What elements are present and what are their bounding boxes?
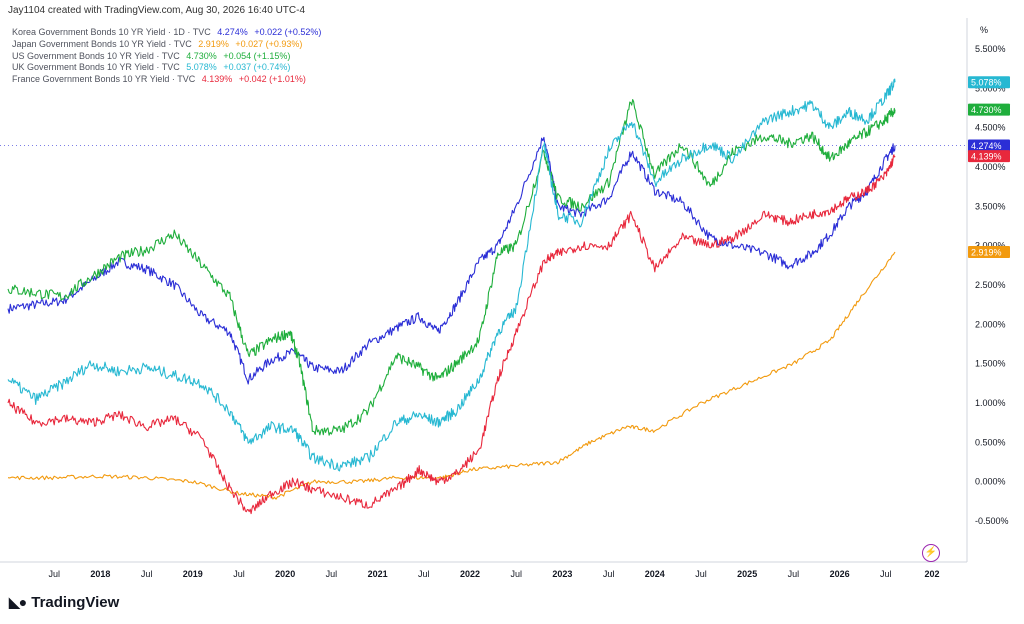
legend-series-change: +0.042 (+1.01%) bbox=[238, 74, 306, 85]
legend-item-france[interactable]: France Government Bonds 10 YR Yield · TV… bbox=[12, 74, 325, 86]
y-tick-label: 2.000% bbox=[975, 319, 1006, 329]
last-value-label: 5.078% bbox=[971, 78, 1002, 88]
last-value-badge bbox=[968, 150, 1010, 163]
tradingview-logo-icon: ◣● bbox=[9, 594, 27, 610]
x-tick-label: 2018 bbox=[90, 569, 110, 579]
last-value-label: 2.919% bbox=[971, 248, 1002, 258]
series-line bbox=[7, 136, 896, 385]
y-tick-label: 3.500% bbox=[975, 201, 1006, 211]
y-tick-label: 5.000% bbox=[975, 83, 1006, 93]
legend-series-value: 4.274% bbox=[217, 27, 248, 37]
x-tick-label: 2020 bbox=[275, 569, 295, 579]
x-tick-label: Jul bbox=[510, 569, 522, 579]
y-tick-label: 5.500% bbox=[975, 44, 1006, 54]
x-tick-label: 2021 bbox=[368, 569, 388, 579]
legend-series-name: France Government Bonds 10 YR Yield · TV… bbox=[12, 74, 196, 85]
legend-series-name: US Government Bonds 10 YR Yield · TVC bbox=[12, 50, 180, 61]
legend: Korea Government Bonds 10 YR Yield · 1D … bbox=[12, 27, 325, 86]
legend-item-japan[interactable]: Japan Government Bonds 10 YR Yield · TVC… bbox=[12, 39, 325, 51]
x-tick-label: 2019 bbox=[183, 569, 203, 579]
y-tick-label: 3.000% bbox=[975, 241, 1006, 251]
x-tick-label: Jul bbox=[418, 569, 430, 579]
legend-series-change: +0.037 (+0.74%) bbox=[223, 62, 291, 73]
attribution-text: Jay1104 created with TradingView.com, Au… bbox=[8, 5, 306, 16]
series-line bbox=[7, 154, 896, 515]
x-tick-label: 2024 bbox=[645, 569, 665, 579]
y-tick-label: 1.500% bbox=[975, 359, 1006, 369]
y-tick-label: 4.000% bbox=[975, 162, 1006, 172]
x-tick-label: 202 bbox=[924, 569, 939, 579]
legend-series-name: Korea Government Bonds 10 YR Yield · 1D … bbox=[12, 27, 211, 37]
legend-series-name: Japan Government Bonds 10 YR Yield · TVC bbox=[12, 38, 192, 49]
last-value-label: 4.730% bbox=[971, 105, 1002, 115]
x-tick-label: 2023 bbox=[552, 569, 572, 579]
x-tick-label: Jul bbox=[48, 569, 60, 579]
legend-item-us[interactable]: US Government Bonds 10 YR Yield · TVC 4.… bbox=[12, 51, 325, 63]
legend-series-change: +0.022 (+0.52%) bbox=[254, 27, 322, 37]
brand-text: TradingView bbox=[31, 594, 120, 611]
x-tick-label: Jul bbox=[326, 569, 338, 579]
y-tick-label: 1.000% bbox=[975, 398, 1006, 408]
last-value-label: 4.139% bbox=[971, 152, 1002, 162]
x-tick-label: Jul bbox=[788, 569, 800, 579]
y-tick-label: -0.500% bbox=[975, 516, 1009, 526]
legend-series-value: 2.919% bbox=[198, 38, 229, 49]
series-line bbox=[7, 99, 896, 436]
x-tick-label: Jul bbox=[695, 569, 707, 579]
y-tick-label: 0.000% bbox=[975, 477, 1006, 487]
legend-series-value: 5.078% bbox=[186, 62, 217, 73]
x-tick-label: Jul bbox=[880, 569, 892, 579]
y-axis-unit: % bbox=[980, 25, 988, 35]
legend-item-korea[interactable]: Korea Government Bonds 10 YR Yield · 1D … bbox=[12, 27, 325, 39]
flash-icon[interactable]: ⚡ bbox=[922, 544, 940, 562]
y-tick-label: 0.500% bbox=[975, 437, 1006, 447]
x-tick-label: Jul bbox=[141, 569, 153, 579]
last-value-label: 4.274% bbox=[971, 141, 1002, 151]
last-value-badge bbox=[968, 246, 1010, 259]
x-tick-label: Jul bbox=[603, 569, 615, 579]
legend-series-name: UK Government Bonds 10 YR Yield · TVC bbox=[12, 62, 180, 73]
x-tick-label: 2022 bbox=[460, 569, 480, 579]
legend-series-change: +0.054 (+1.15%) bbox=[223, 50, 291, 61]
series-line bbox=[7, 78, 896, 472]
series-line bbox=[7, 251, 896, 500]
y-tick-label: 2.500% bbox=[975, 280, 1006, 290]
y-tick-label: 4.500% bbox=[975, 123, 1006, 133]
legend-series-value: 4.139% bbox=[201, 74, 233, 85]
x-tick-label: 2026 bbox=[830, 569, 850, 579]
x-tick-label: Jul bbox=[233, 569, 245, 579]
legend-series-value: 4.730% bbox=[186, 50, 217, 61]
last-value-badge bbox=[968, 103, 1010, 116]
legend-item-uk[interactable]: UK Government Bonds 10 YR Yield · TVC 5.… bbox=[12, 62, 325, 74]
tradingview-logo[interactable]: ◣● TradingView bbox=[9, 594, 119, 611]
legend-series-change: +0.027 (+0.93%) bbox=[235, 38, 303, 49]
x-tick-label: 2025 bbox=[737, 569, 757, 579]
last-value-badge bbox=[968, 139, 1010, 152]
last-value-badge bbox=[968, 76, 1010, 89]
